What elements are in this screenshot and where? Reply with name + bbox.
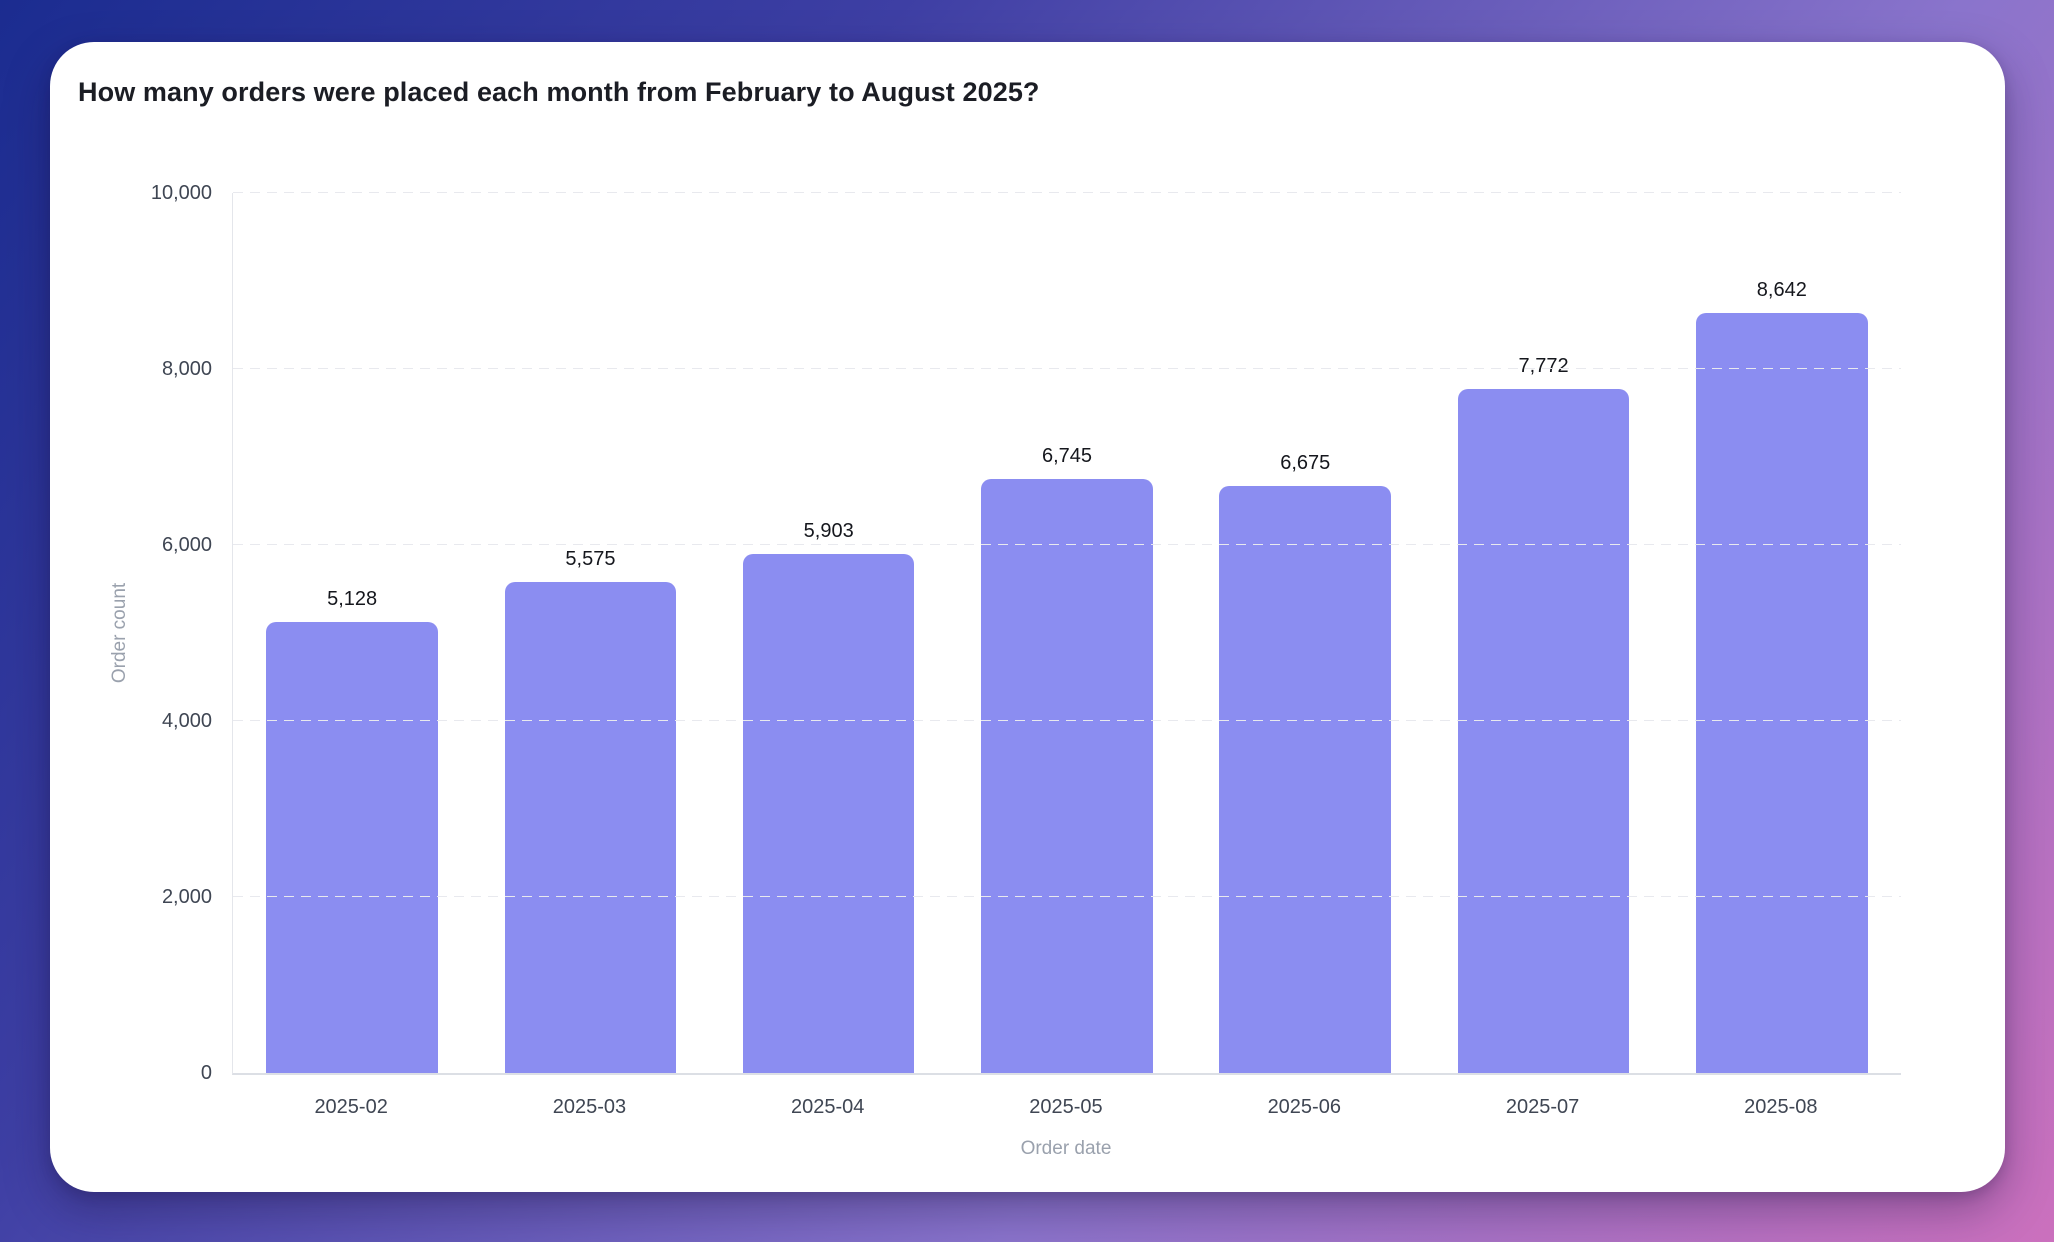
bar-group: 6,675 <box>1186 193 1424 1073</box>
bar[interactable] <box>266 621 438 1073</box>
x-tick-label: 2025-05 <box>1029 1096 1103 1118</box>
bar[interactable] <box>742 553 915 1073</box>
bar[interactable] <box>1696 312 1868 1073</box>
x-tick-label: 2025-02 <box>314 1096 388 1118</box>
bar-value-label: 5,575 <box>565 548 616 571</box>
bar-value-label: 5,128 <box>327 587 378 610</box>
bar-group: 5,128 <box>233 193 471 1073</box>
x-axis-ticks: 2025-02 2025-03 2025-04 2025-05 2025-06 2025-… <box>232 1095 1900 1119</box>
chart-card: How many orders were placed each month f… <box>50 42 2005 1192</box>
bar-group: 5,903 <box>710 193 948 1073</box>
bar[interactable] <box>504 582 677 1073</box>
bar-group: 7,772 <box>1424 193 1662 1073</box>
y-tick-label: 10,000 <box>150 182 212 204</box>
bar-value-label: 6,675 <box>1280 451 1331 474</box>
y-tick-label: 6,000 <box>161 534 212 556</box>
x-axis-title: Order date <box>1020 1138 1112 1159</box>
x-tick-label: 2025-06 <box>1267 1096 1341 1118</box>
plot-area: 5,128 5,575 5,903 6,745 6,675 7,772 8,642 <box>232 192 1901 1075</box>
bar-value-label: 6,745 <box>1041 445 1093 468</box>
bar-group: 6,745 <box>948 193 1186 1073</box>
bar-value-label: 5,903 <box>803 519 854 542</box>
x-tick-label: 2025-04 <box>791 1096 865 1118</box>
bar[interactable] <box>1457 389 1630 1073</box>
x-tick-label: 2025-08 <box>1744 1096 1818 1118</box>
x-tick-label: 2025-07 <box>1505 1096 1580 1118</box>
bar[interactable] <box>1219 485 1392 1073</box>
bar-group: 8,642 <box>1663 193 1901 1073</box>
bar-value-label: 7,772 <box>1518 355 1569 378</box>
y-tick-label: 4,000 <box>161 710 212 732</box>
bar-group: 5,575 <box>471 193 709 1073</box>
bar-value-label: 8,642 <box>1756 278 1807 301</box>
y-tick-label: 2,000 <box>161 886 212 908</box>
x-tick-label: 2025-03 <box>552 1096 627 1118</box>
y-tick-label: 8,000 <box>161 358 212 380</box>
y-axis-ticks: 0 2,000 4,000 6,000 8,000 10,000 <box>50 183 212 1083</box>
bar-series: 5,128 5,575 5,903 6,745 6,675 7,772 8,642 <box>233 193 1901 1073</box>
chart-title: How many orders were placed each month f… <box>78 77 1040 107</box>
bar[interactable] <box>981 479 1153 1073</box>
y-tick-label: 0 <box>200 1062 212 1084</box>
